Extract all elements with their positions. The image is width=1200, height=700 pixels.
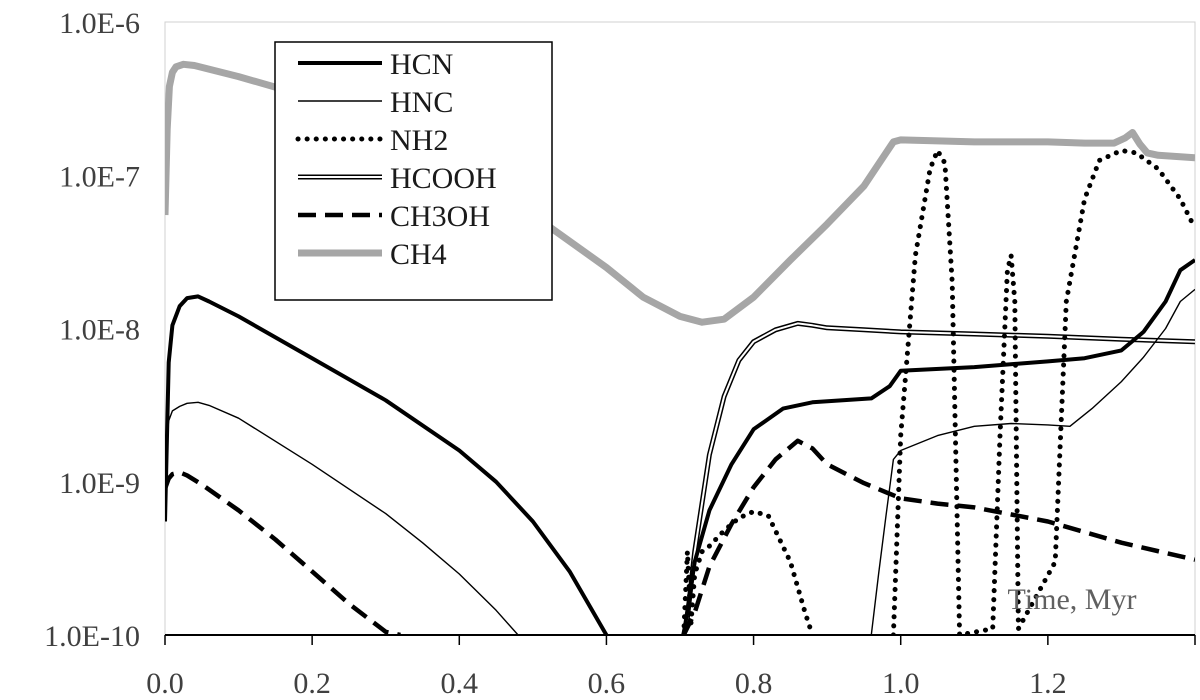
series-hcooh	[681, 320, 1195, 635]
legend-item: HNC	[298, 86, 453, 119]
legend-label: NH2	[390, 124, 448, 157]
y-tick-label: 1.0E-6	[59, 7, 140, 40]
y-tick-label: 1.0E-8	[59, 314, 140, 347]
legend-item: NH2	[295, 124, 448, 157]
series-line-ch4	[165, 60, 1195, 326]
legend-item: HCOOH	[298, 162, 497, 195]
series-nh2	[681, 148, 1195, 635]
series-layer	[165, 60, 1195, 635]
x-tick-label: 0.4	[441, 667, 479, 700]
legend-item: HCN	[298, 48, 453, 81]
legend-label: CH3OH	[390, 200, 490, 233]
x-tick-label: 0.6	[588, 667, 626, 700]
x-tick-label: 1.2	[1029, 667, 1067, 700]
legend-items: HCN HNC NH2 HCOOH CH3OH CH4	[295, 48, 497, 271]
legend-item: CH3OH	[298, 200, 490, 233]
legend: HCN HNC NH2 HCOOH CH3OH CH4	[274, 41, 553, 301]
legend-label: CH4	[390, 238, 447, 271]
x-tick-label: 0.8	[735, 667, 773, 700]
y-tick-label: 1.0E-10	[44, 620, 140, 653]
series-line-hcooh-inner	[682, 322, 1195, 635]
series-line-nh2	[681, 148, 1195, 635]
y-axis-ticks: 1.0E-10 1.0E-9 1.0E-8 1.0E-7 1.0E-6	[44, 7, 140, 653]
x-axis-ticks: 0.0 0.2 0.4 0.6 0.8 1.0 1.2	[146, 635, 1196, 700]
series-line-hcn	[165, 258, 1195, 635]
x-axis-title: Time, Myr	[1008, 583, 1137, 616]
series-ch4	[165, 60, 1195, 326]
legend-box	[274, 41, 553, 301]
series-line-ch3oh	[165, 438, 1195, 635]
legend-label: HNC	[390, 86, 453, 119]
series-line-hnc	[165, 288, 1195, 635]
x-tick-label: 0.2	[293, 667, 331, 700]
legend-label: HCOOH	[390, 162, 497, 195]
y-tick-label: 1.0E-7	[59, 160, 140, 193]
legend-label: HCN	[390, 48, 453, 81]
series-ch3oh	[165, 438, 1195, 635]
y-tick-label: 1.0E-9	[59, 467, 140, 500]
x-tick-label: 1.0	[882, 667, 920, 700]
x-tick-label: 0.0	[146, 667, 184, 700]
legend-item: CH4	[298, 238, 447, 271]
series-hnc	[165, 288, 1195, 635]
series-hcn	[165, 258, 1195, 635]
